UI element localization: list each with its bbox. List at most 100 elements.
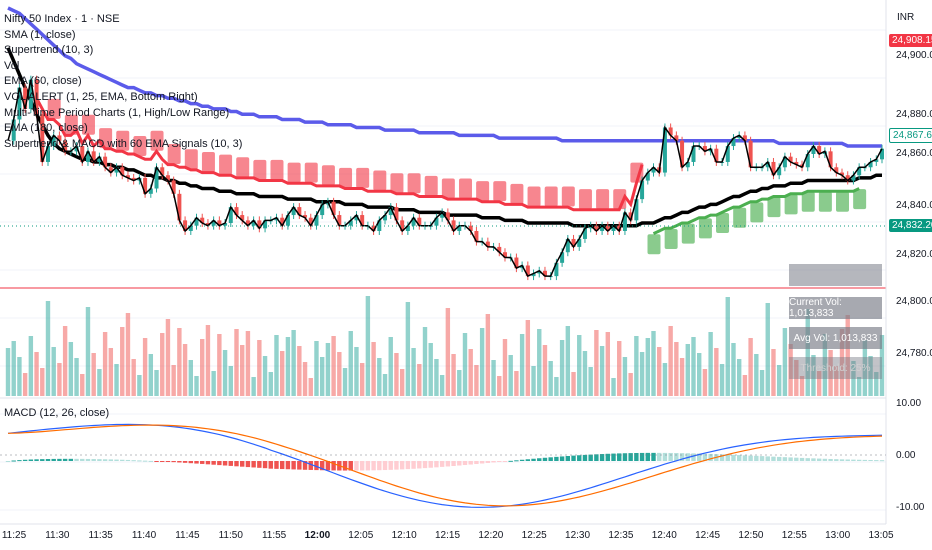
volume-bar	[617, 341, 622, 396]
buy-signal-box	[733, 207, 747, 228]
legend-vol-alert[interactable]: VOL ALERT (1, 25, EMA, Bottom Right)	[4, 90, 198, 103]
macd-histogram-bar	[708, 453, 713, 461]
candle-body	[617, 225, 622, 231]
legend-ema60[interactable]: EMA (60, close)	[4, 75, 82, 88]
macd-histogram-bar	[382, 461, 388, 471]
volume-bar	[291, 330, 296, 396]
candle-body	[217, 220, 222, 226]
candle-body	[314, 215, 319, 226]
candle-body	[731, 138, 736, 147]
candle-body	[148, 188, 153, 194]
volume-bar	[508, 355, 513, 396]
candle-body	[874, 159, 879, 162]
macd-title[interactable]: MACD (12, 26, close)	[4, 407, 110, 419]
legend-supertrend[interactable]: Supertrend (10, 3)	[4, 44, 94, 57]
macd-histogram-bar	[605, 453, 611, 461]
macd-histogram-bar	[417, 461, 422, 469]
volume-bar	[622, 357, 628, 396]
macd-histogram-bar	[839, 459, 845, 461]
macd-histogram-bar	[114, 459, 119, 461]
macd-histogram-bar	[537, 458, 542, 461]
macd-tick: -10.00	[896, 502, 925, 513]
volume-bar	[628, 373, 633, 396]
macd-histogram-bar	[148, 460, 154, 462]
volume-bar	[754, 354, 759, 396]
volume-bar	[742, 375, 748, 396]
macd-histogram-bar	[468, 461, 473, 465]
candle-body	[177, 193, 182, 221]
candle-body	[828, 151, 833, 168]
currency-label[interactable]: INR	[897, 12, 915, 23]
candle-body	[811, 146, 816, 154]
candle-body	[880, 148, 884, 160]
candle-body	[651, 167, 656, 173]
volume-bar	[74, 358, 79, 396]
volume-bar	[702, 369, 708, 396]
volume-bar	[771, 349, 776, 396]
macd-histogram-bar	[599, 454, 605, 461]
volume-bar	[417, 364, 422, 396]
legend-sma[interactable]: SMA (1, close)	[4, 28, 76, 41]
macd-histogram-bar	[405, 461, 411, 470]
macd-histogram-bar	[748, 455, 753, 461]
macd-histogram-bar	[40, 459, 45, 461]
volume-bar	[834, 366, 839, 396]
volume-bar	[479, 328, 485, 396]
symbol-title[interactable]: Nifty 50 Index · 1 · NSE	[4, 13, 120, 25]
macd-histogram-bar	[662, 452, 668, 461]
volume-bar	[314, 341, 319, 396]
legend-ema180[interactable]: EMA (180, close)	[4, 122, 88, 135]
candle-body	[394, 207, 399, 221]
legend-vol[interactable]: Vol	[4, 59, 20, 72]
candle-body	[74, 146, 79, 152]
legend-multi-time[interactable]: Multi-Time Period Charts (1, High/Low Ra…	[4, 106, 230, 119]
candle-body	[194, 217, 199, 226]
volume-bar	[645, 338, 650, 396]
candle-body	[131, 177, 136, 181]
sell-signal-box	[253, 159, 267, 180]
volume-bar	[228, 366, 233, 396]
macd-histogram-bar	[251, 461, 256, 468]
macd-histogram-bar	[222, 461, 228, 466]
time-tick-label: 13:00	[825, 530, 851, 541]
candle-body	[594, 225, 599, 231]
time-tick-label: 12:50	[738, 530, 764, 541]
macd-histogram-bar	[388, 461, 393, 470]
sell-signal-box	[356, 167, 370, 188]
time-tick-label: 11:50	[218, 530, 243, 541]
volume-bar	[120, 327, 125, 396]
sell-signal-box	[578, 189, 592, 210]
macd-histogram-bar	[462, 461, 468, 466]
macd-histogram-bar	[428, 461, 433, 468]
macd-histogram-bar	[742, 455, 748, 461]
volume-bar	[399, 369, 405, 396]
candle-body	[223, 223, 228, 226]
price-tag-lower: 24,832.20	[889, 219, 932, 232]
volume-bar	[765, 303, 770, 396]
volume-bar	[211, 371, 216, 396]
sell-signal-box	[167, 144, 181, 164]
volume-bar	[708, 332, 713, 396]
candle-body	[742, 135, 747, 141]
candle-body	[23, 87, 28, 109]
indicator-legend: Nifty 50 Index · 1 · NSE SMA (1, close) …	[4, 12, 242, 152]
macd-histogram-bar	[611, 453, 616, 461]
legend-supertrend-macd[interactable]: Supertrend & MACD with 60 EMA Signals (1…	[4, 137, 243, 150]
macd-histogram-bar	[5, 461, 11, 462]
volume-bar	[662, 363, 668, 396]
macd-histogram-bar	[508, 460, 513, 462]
volume-bar	[359, 363, 365, 396]
sell-signal-box	[510, 183, 524, 204]
macd-histogram-bar	[788, 457, 793, 461]
volume-bar	[485, 314, 491, 396]
candle-body	[17, 87, 22, 120]
macd-histogram-bar	[868, 459, 873, 461]
price-tick: 24,800.00	[896, 296, 932, 307]
macd-histogram-bar	[771, 456, 776, 461]
candle-body	[63, 140, 68, 152]
volume-bar	[102, 332, 108, 396]
sell-signal-box	[201, 151, 215, 172]
candle-body	[320, 204, 325, 216]
volume-bar	[582, 351, 588, 396]
